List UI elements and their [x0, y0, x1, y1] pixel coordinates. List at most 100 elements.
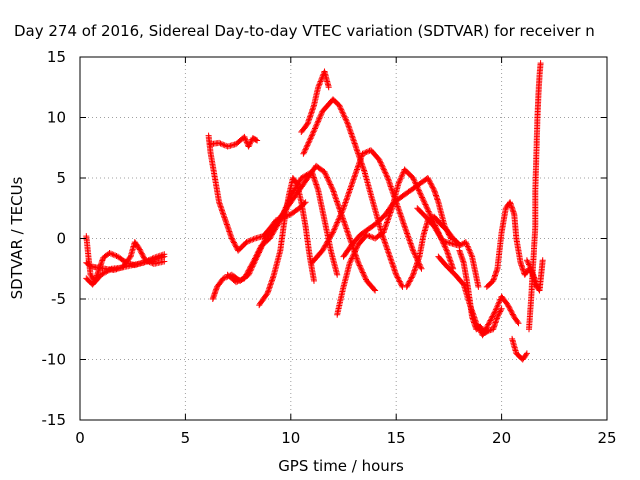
data-point-marker [411, 250, 418, 257]
data-point-marker [220, 141, 227, 148]
data-point-marker [488, 314, 495, 321]
data-point-marker [230, 238, 237, 245]
y-tick-label: -10 [42, 351, 67, 369]
data-point-marker [363, 149, 370, 155]
data-point-marker [495, 311, 502, 318]
data-point-marker [515, 320, 522, 327]
data-point-marker [423, 202, 429, 209]
data-point-marker [507, 306, 513, 313]
data-point-marker [256, 247, 263, 253]
axis-ticks [79, 56, 608, 421]
data-point-marker [350, 251, 357, 258]
data-point-marker [347, 258, 354, 265]
data-point-marker [409, 273, 416, 280]
data-point-marker [361, 272, 368, 279]
data-point-marker [303, 143, 310, 150]
data-point-marker [365, 232, 372, 239]
data-point-marker [242, 274, 249, 281]
data-point-marker [107, 250, 114, 257]
data-point-marker [330, 228, 337, 234]
data-point-marker [235, 277, 242, 284]
data-point-marker [486, 318, 493, 325]
data-point-marker [322, 171, 329, 178]
data-point-marker [341, 113, 348, 120]
data-point-marker [311, 277, 317, 284]
data-point-marker [346, 259, 353, 266]
data-point-marker [144, 257, 151, 264]
data-point-marker [312, 125, 318, 132]
data-point-marker [468, 252, 475, 259]
data-point-marker [487, 317, 494, 324]
data-point-marker [243, 271, 250, 278]
data-point-marker [426, 179, 433, 185]
data-point-marker [423, 204, 430, 211]
data-point-marker [249, 236, 256, 243]
data-point-marker [355, 259, 362, 266]
data-point-marker [372, 287, 379, 294]
data-point-marker [112, 252, 119, 259]
data-point-marker [249, 261, 256, 267]
x-tick-label: 25 [597, 429, 616, 447]
chart-title: Day 274 of 2016, Sidereal Day-to-day VTE… [14, 22, 595, 40]
data-point-marker [246, 266, 253, 273]
data-point-marker [243, 239, 250, 246]
data-point-marker [243, 138, 250, 144]
data-point-marker [357, 263, 364, 270]
x-tick-label: 0 [75, 429, 85, 447]
data-point-marker [417, 190, 424, 197]
data-point-marker [421, 198, 428, 205]
data-point-marker [303, 145, 309, 152]
x-tick-label: 15 [387, 429, 406, 447]
data-point-marker [360, 270, 367, 277]
data-point-marker [137, 247, 144, 254]
data-point-marker [356, 262, 363, 269]
data-point-marker [496, 297, 503, 304]
data-point-marker [366, 233, 373, 240]
y-axis-title: SDTVAR / TECUs [8, 176, 26, 299]
data-point-marker [380, 165, 387, 172]
data-point-marker [253, 252, 260, 259]
data-point-marker [403, 283, 410, 290]
data-point-marker [344, 119, 351, 126]
data-point-marker [426, 209, 433, 216]
data-point-marker [338, 209, 345, 216]
data-point-marker [354, 244, 360, 251]
data-point-marker [415, 187, 422, 194]
data-point-marker [395, 275, 402, 282]
data-point-marker [146, 256, 153, 263]
data-point-marker [254, 249, 261, 256]
data-point-marker [342, 115, 349, 121]
data-point-marker [314, 119, 321, 126]
data-point-marker [348, 255, 355, 262]
data-point-marker [336, 215, 343, 222]
y-tick-label: 5 [56, 169, 66, 187]
data-point-marker [316, 114, 323, 121]
data-point-marker [254, 137, 261, 144]
data-point-marker [216, 139, 223, 146]
data-point-marker [509, 311, 516, 318]
data-point-marker [244, 238, 251, 245]
data-point-marker [417, 264, 424, 271]
data-point-marker [430, 185, 437, 192]
data-point-marker [335, 216, 342, 223]
data-point-marker [313, 122, 320, 129]
data-point-marker [339, 206, 346, 213]
data-point-marker [220, 275, 227, 282]
data-point-marker [331, 225, 338, 232]
data-point-marker [412, 179, 418, 186]
data-point-marker [321, 168, 328, 175]
data-point-marker [358, 266, 365, 273]
data-point-marker [334, 219, 341, 226]
data-point-marker [336, 213, 343, 220]
data-point-marker [310, 129, 317, 136]
x-tick-label: 10 [281, 429, 300, 447]
data-point-marker [408, 274, 415, 281]
data-point-marker [310, 128, 317, 135]
data-point-marker [308, 134, 315, 140]
data-point-marker [315, 117, 322, 123]
data-point-marker [303, 121, 310, 128]
data-point-marker [497, 308, 504, 315]
data-point-marker [523, 350, 530, 357]
data-point-marker [410, 247, 417, 254]
data-point-marker [411, 177, 418, 184]
